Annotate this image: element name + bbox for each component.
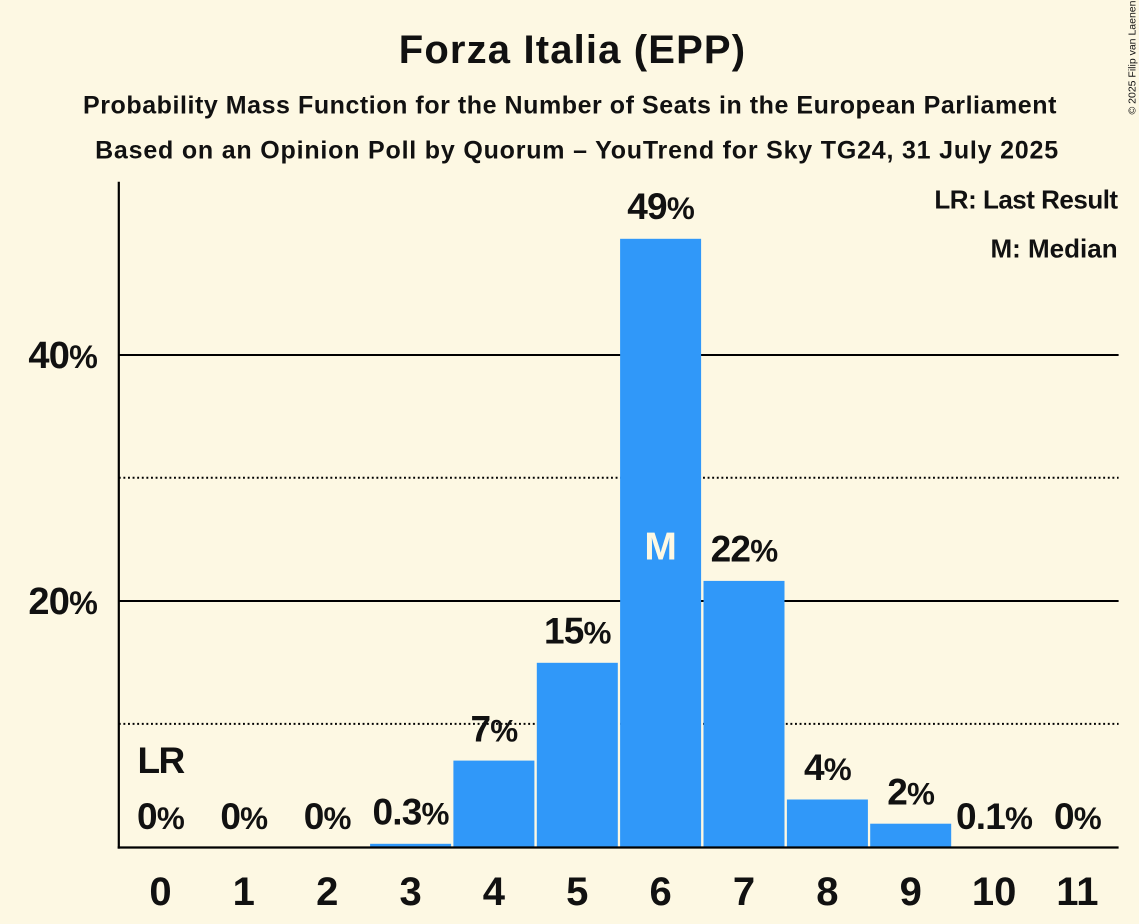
svg-text:0%: 0% bbox=[304, 796, 352, 837]
svg-text:4: 4 bbox=[483, 870, 506, 914]
svg-text:0.1%: 0.1% bbox=[956, 796, 1033, 837]
svg-text:2: 2 bbox=[316, 870, 338, 914]
svg-text:8: 8 bbox=[816, 870, 838, 914]
svg-text:Forza Italia (EPP): Forza Italia (EPP) bbox=[399, 28, 746, 72]
svg-text:40%: 40% bbox=[28, 335, 97, 377]
svg-text:1: 1 bbox=[233, 870, 255, 914]
svg-text:15%: 15% bbox=[544, 611, 612, 652]
svg-text:M: M bbox=[644, 525, 677, 568]
svg-text:9: 9 bbox=[900, 870, 922, 914]
svg-text:22%: 22% bbox=[711, 529, 779, 570]
svg-text:LR: Last Result: LR: Last Result bbox=[934, 184, 1118, 214]
svg-text:© 2025 Filip van Laenen: © 2025 Filip van Laenen bbox=[1126, 0, 1138, 114]
svg-text:2%: 2% bbox=[887, 771, 935, 812]
svg-text:49%: 49% bbox=[627, 186, 695, 227]
svg-text:6: 6 bbox=[649, 870, 671, 914]
svg-text:Based on an Opinion Poll by Qu: Based on an Opinion Poll by Quorum – You… bbox=[95, 137, 1059, 165]
svg-text:Probability Mass Function for: Probability Mass Function for the Number… bbox=[83, 92, 1057, 120]
svg-text:20%: 20% bbox=[28, 581, 97, 623]
svg-text:M: Median: M: Median bbox=[990, 233, 1117, 263]
svg-text:10: 10 bbox=[972, 870, 1017, 914]
svg-text:7%: 7% bbox=[470, 708, 518, 749]
svg-text:11: 11 bbox=[1056, 870, 1098, 914]
svg-text:3: 3 bbox=[399, 870, 421, 914]
svg-text:4%: 4% bbox=[804, 747, 852, 788]
svg-text:0%: 0% bbox=[1054, 796, 1102, 837]
svg-text:0.3%: 0.3% bbox=[373, 792, 450, 833]
svg-text:7: 7 bbox=[733, 870, 755, 914]
svg-text:0%: 0% bbox=[137, 796, 185, 837]
svg-text:LR: LR bbox=[137, 740, 184, 781]
svg-text:5: 5 bbox=[566, 870, 588, 914]
svg-text:0: 0 bbox=[149, 870, 171, 914]
svg-text:0%: 0% bbox=[220, 796, 268, 837]
